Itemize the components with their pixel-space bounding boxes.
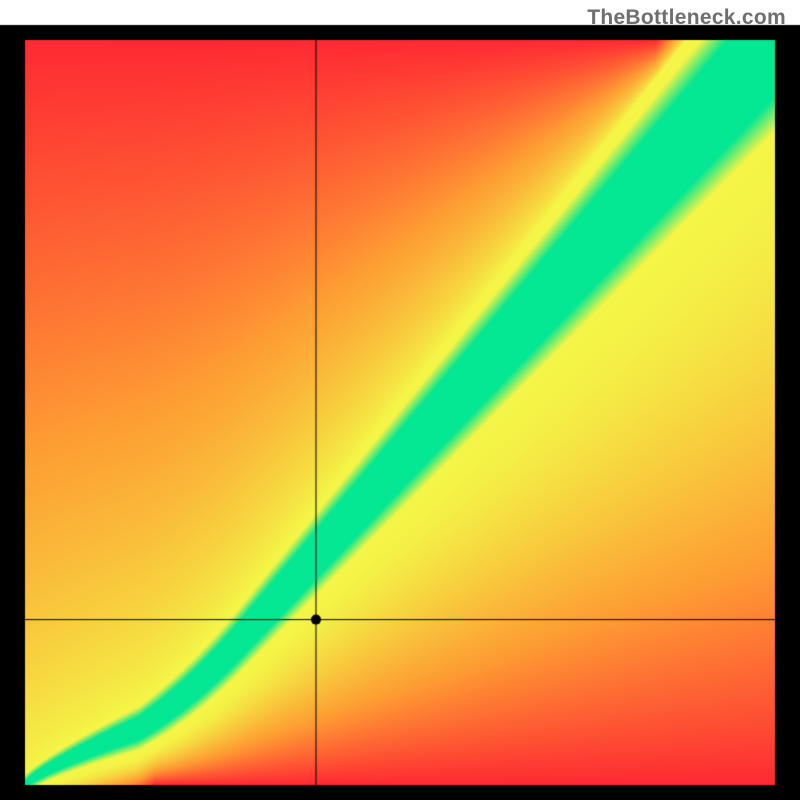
chart-container: TheBottleneck.com [0, 0, 800, 800]
watermark-text: TheBottleneck.com [587, 6, 786, 30]
bottleneck-heatmap [0, 0, 800, 800]
